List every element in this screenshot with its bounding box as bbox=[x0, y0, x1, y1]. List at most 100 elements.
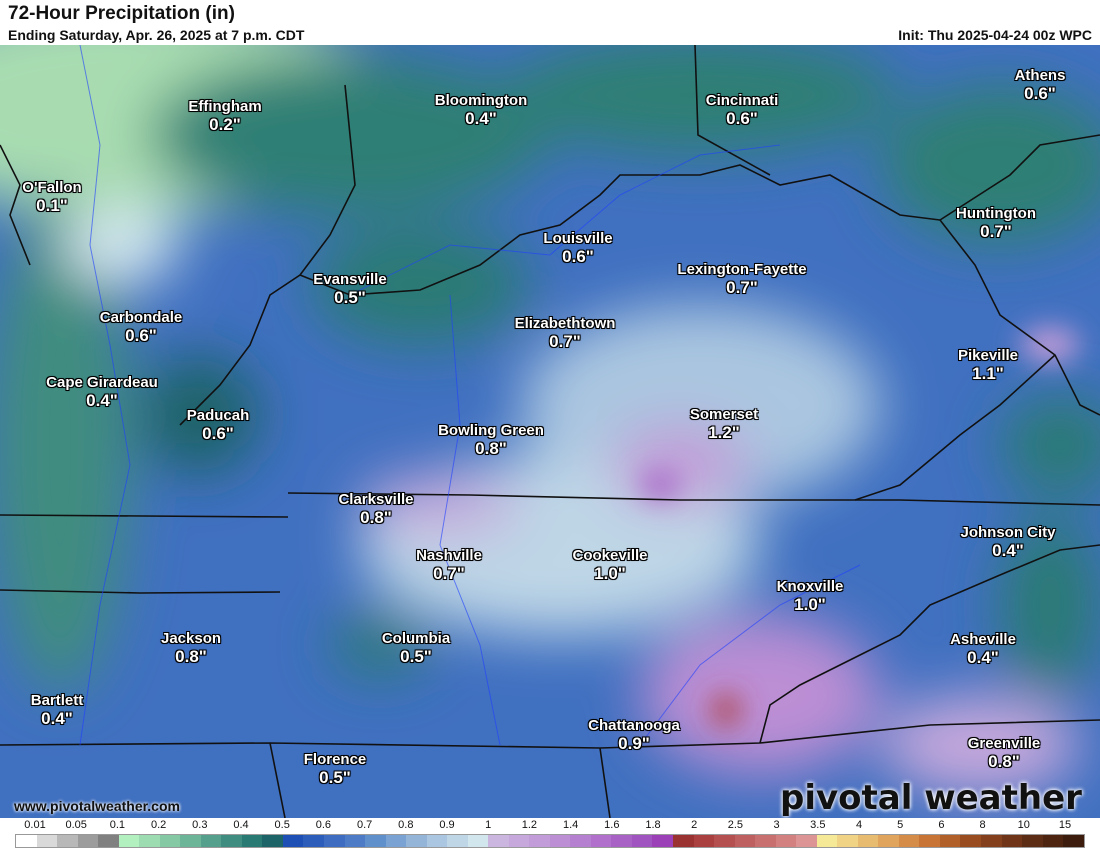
legend-color-swatch bbox=[755, 835, 776, 847]
legend-color-swatch bbox=[693, 835, 715, 847]
city-precip-value: 0.4" bbox=[992, 541, 1024, 560]
legend-color-swatch bbox=[447, 835, 468, 847]
legend-tick-label: 5 bbox=[897, 819, 904, 831]
legend-tick-label: 10 bbox=[1017, 819, 1030, 831]
header: 72-Hour Precipitation (in) Ending Saturd… bbox=[0, 0, 1100, 45]
city-precip-value: 1.2" bbox=[708, 423, 740, 442]
city-precip-value: 1.0" bbox=[594, 564, 626, 583]
legend-tick-label: 3 bbox=[773, 819, 780, 831]
city-name: Evansville bbox=[313, 271, 387, 288]
legend-color-swatch bbox=[323, 835, 345, 847]
legend-tick-label: 0.3 bbox=[192, 819, 208, 831]
city-precip-value: 0.6" bbox=[125, 326, 157, 345]
legend-color-swatch bbox=[159, 835, 181, 847]
legend-tick-label: 0.05 bbox=[65, 819, 87, 831]
city-name: Pikeville bbox=[957, 347, 1019, 364]
city-name: O'Fallon bbox=[22, 179, 82, 196]
city-label: Cape Girardeau 0.4" bbox=[46, 374, 158, 410]
legend-tick-label: 0.5 bbox=[274, 819, 290, 831]
city-precip-value: 0.8" bbox=[475, 439, 507, 458]
city-precip-value: 0.4" bbox=[465, 109, 497, 128]
city-label: Chattanooga 0.9" bbox=[588, 717, 680, 753]
city-name: Columbia bbox=[381, 630, 451, 647]
city-precip-value: 1.1" bbox=[972, 364, 1004, 383]
legend-colorbar bbox=[15, 834, 1085, 848]
legend-tick-label: 0.1 bbox=[109, 819, 126, 831]
city-precip-value: 0.7" bbox=[726, 278, 758, 297]
city-precip-value: 0.6" bbox=[562, 247, 594, 266]
legend-color-swatch bbox=[180, 835, 201, 847]
city-label: Florence 0.5" bbox=[304, 751, 367, 787]
legend-tick-label: 8 bbox=[979, 819, 986, 831]
city-name: Clarksville bbox=[338, 491, 414, 508]
legend-color-swatch bbox=[796, 835, 817, 847]
city-name: Jackson bbox=[160, 630, 222, 647]
city-label: Columbia 0.5" bbox=[382, 630, 450, 666]
legend-color-swatch bbox=[919, 835, 940, 847]
legend-color-swatch bbox=[734, 835, 756, 847]
city-label: Cookeville 1.0" bbox=[572, 547, 647, 583]
city-label: Somerset 1.2" bbox=[690, 406, 758, 442]
legend-tick-label: 6 bbox=[938, 819, 945, 831]
city-label: Lexington-Fayette 0.7" bbox=[677, 261, 806, 297]
legend-color-swatch bbox=[282, 835, 304, 847]
city-label: Cincinnati 0.6" bbox=[706, 92, 779, 128]
city-name: Florence bbox=[303, 751, 367, 768]
legend-color-swatch bbox=[652, 835, 673, 847]
legend-color-swatch bbox=[631, 835, 653, 847]
city-label: Asheville 0.4" bbox=[950, 631, 1016, 667]
legend-color-swatch bbox=[857, 835, 879, 847]
precip-shading bbox=[0, 45, 1100, 795]
city-precip-value: 0.4" bbox=[41, 709, 73, 728]
city-precip-value: 0.8" bbox=[360, 508, 392, 527]
legend-tick-label: 1.4 bbox=[562, 819, 579, 831]
city-name: Lexington-Fayette bbox=[677, 261, 807, 278]
legend-color-swatch bbox=[77, 835, 99, 847]
legend-tick-label: 0.7 bbox=[356, 819, 373, 831]
legend-tick-label: 1.2 bbox=[521, 819, 538, 831]
city-label: Athens 0.6" bbox=[1015, 67, 1066, 103]
legend-tick-label: 0.8 bbox=[398, 819, 414, 831]
city-precip-value: 0.8" bbox=[988, 752, 1020, 771]
legend-color-swatch bbox=[714, 835, 735, 847]
city-name: Cookeville bbox=[572, 547, 648, 564]
legend-color-swatch bbox=[467, 835, 489, 847]
legend-color-swatch bbox=[200, 835, 222, 847]
city-name: Elizabethtown bbox=[514, 315, 616, 332]
city-label: Jackson 0.8" bbox=[161, 630, 221, 666]
city-label: Carbondale 0.6" bbox=[100, 309, 183, 345]
legend-tick-label: 2 bbox=[691, 819, 698, 831]
city-name: Chattanooga bbox=[588, 717, 680, 734]
legend-color-swatch bbox=[529, 835, 550, 847]
city-precip-value: 0.4" bbox=[86, 391, 118, 410]
legend-tick-label: 15 bbox=[1058, 819, 1072, 831]
website-credit[interactable]: www.pivotalweather.com bbox=[14, 798, 180, 814]
legend-color-swatch bbox=[1063, 835, 1084, 847]
city-name: Bartlett bbox=[30, 692, 84, 709]
legend-color-swatch bbox=[385, 835, 407, 847]
city-name: Bloomington bbox=[434, 92, 528, 109]
city-name: Knoxville bbox=[776, 578, 844, 595]
legend-color-swatch bbox=[878, 835, 899, 847]
city-label: Pikeville 1.1" bbox=[958, 347, 1018, 383]
valid-time: Ending Saturday, Apr. 26, 2025 at 7 p.m.… bbox=[8, 27, 305, 43]
city-label: Bloomington 0.4" bbox=[435, 92, 527, 128]
city-name: Greenville bbox=[967, 735, 1041, 752]
legend-color-swatch bbox=[837, 835, 858, 847]
legend-color-swatch bbox=[365, 835, 386, 847]
legend-tick-label: 0.6 bbox=[315, 819, 332, 831]
legend-tick-label: 2.5 bbox=[727, 819, 744, 831]
city-precip-value: 0.1" bbox=[36, 196, 68, 215]
city-precip-value: 0.8" bbox=[175, 647, 207, 666]
legend-tick-label: 1.8 bbox=[645, 819, 661, 831]
city-precip-value: 0.6" bbox=[726, 109, 758, 128]
city-precip-value: 0.6" bbox=[202, 424, 234, 443]
legend-color-swatch bbox=[98, 835, 119, 847]
city-name: Huntington bbox=[956, 205, 1036, 222]
legend-labels: 0.01 0.05 0.1 0.2 0.3 0.4 0.5 0.6 0.7 0.8 0.9 1 1.2 1… bbox=[0, 819, 1100, 833]
legend-color-swatch bbox=[57, 835, 78, 847]
city-label: Nashville 0.7" bbox=[416, 547, 482, 583]
city-name: Somerset bbox=[689, 406, 759, 423]
legend-color-swatch bbox=[590, 835, 612, 847]
legend-color-swatch bbox=[262, 835, 283, 847]
